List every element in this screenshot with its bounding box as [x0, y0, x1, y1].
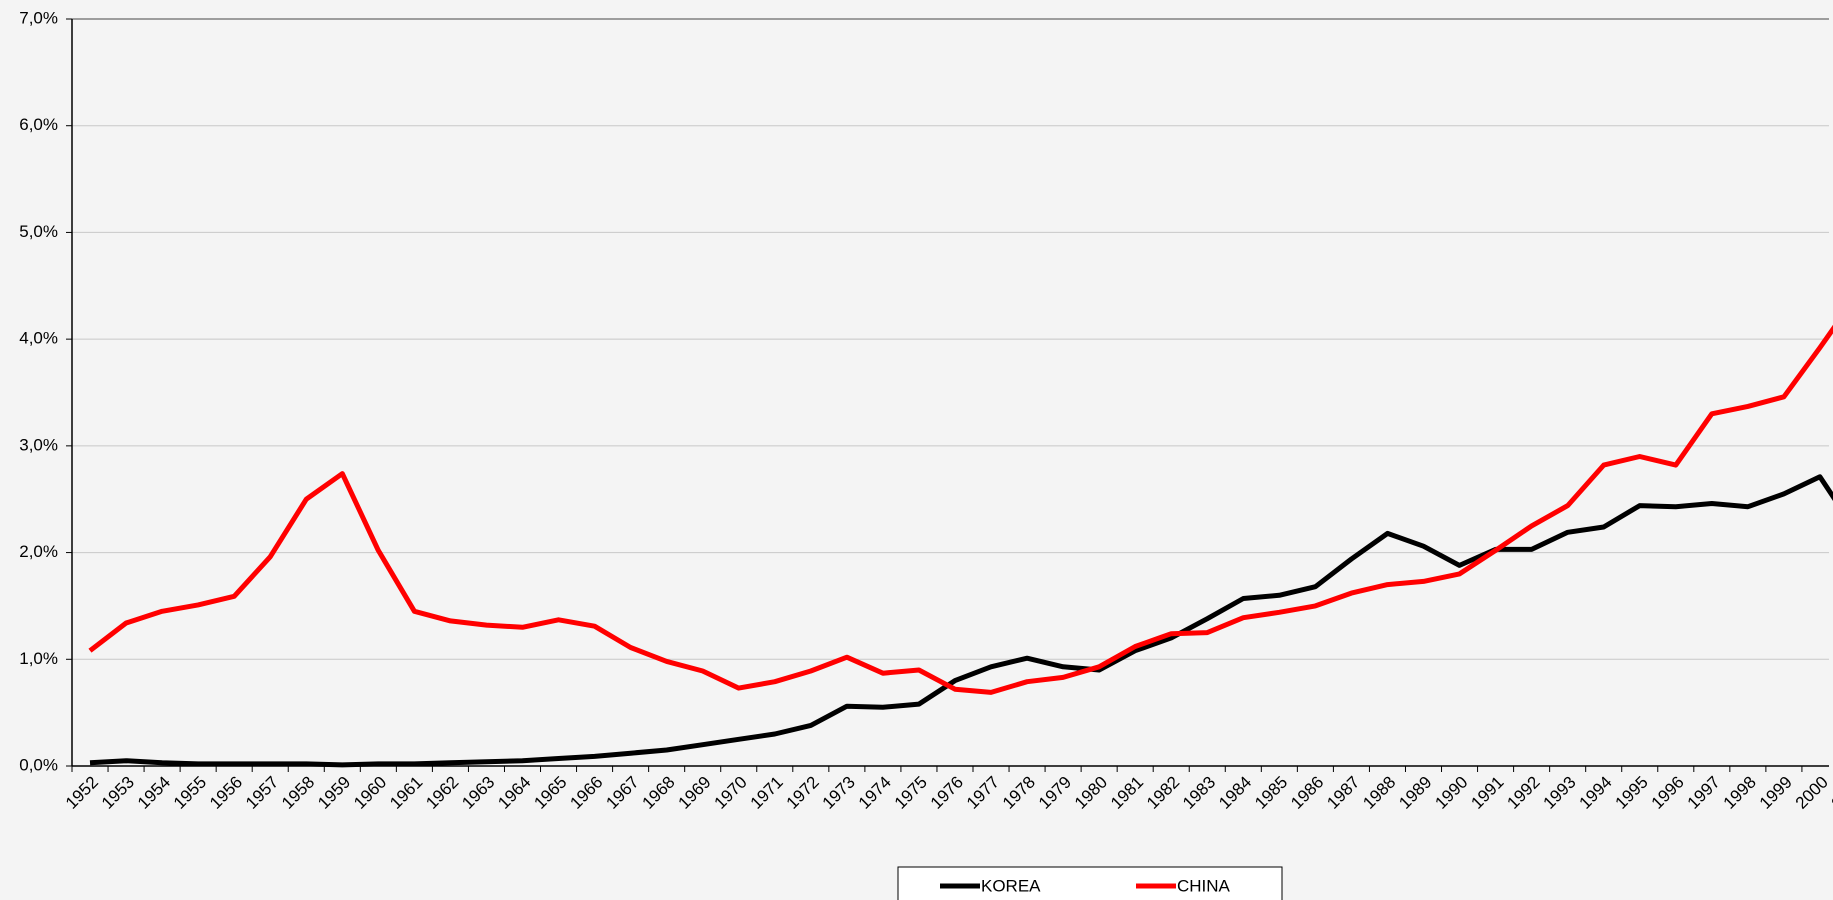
legend: KOREA CHINA: [898, 867, 1282, 900]
y-tick-label: 2,0%: [19, 542, 58, 561]
y-tick-label: 6,0%: [19, 115, 58, 134]
y-tick-label: 1,0%: [19, 649, 58, 668]
chart: 0,0%1,0%2,0%3,0%4,0%5,0%6,0%7,0%19521953…: [0, 0, 1833, 900]
legend-label: CHINA: [1177, 876, 1231, 895]
y-tick-label: 0,0%: [19, 755, 58, 774]
y-tick-label: 4,0%: [19, 329, 58, 348]
page: {"chart_data": {"type": "line", "categor…: [0, 0, 1833, 900]
y-tick-label: 5,0%: [19, 222, 58, 241]
y-tick-label: 3,0%: [19, 435, 58, 454]
y-tick-label: 7,0%: [19, 8, 58, 27]
legend-label: KOREA: [981, 876, 1041, 895]
